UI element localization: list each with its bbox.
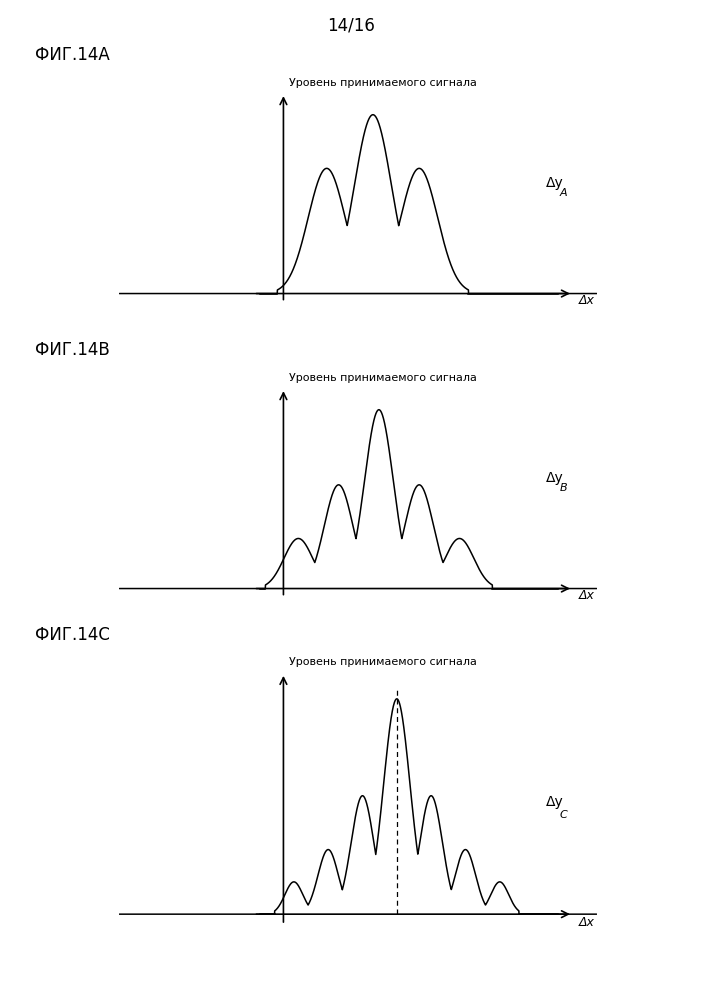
Text: Δy: Δy bbox=[546, 795, 564, 809]
Text: Δx: Δx bbox=[578, 589, 595, 602]
Text: ФИГ.14С: ФИГ.14С bbox=[35, 626, 110, 644]
Text: Δy: Δy bbox=[546, 176, 564, 190]
Text: 14/16: 14/16 bbox=[327, 17, 375, 35]
Text: Уровень принимаемого сигнала: Уровень принимаемого сигнала bbox=[289, 78, 477, 88]
Text: Уровень принимаемого сигнала: Уровень принимаемого сигнала bbox=[289, 373, 477, 383]
Text: C: C bbox=[559, 810, 567, 820]
Text: ФИГ.14В: ФИГ.14В bbox=[35, 341, 110, 359]
Text: Δy: Δy bbox=[546, 471, 564, 485]
Text: B: B bbox=[559, 483, 567, 493]
Text: Δx: Δx bbox=[578, 916, 595, 929]
Text: Δx: Δx bbox=[578, 294, 595, 307]
Text: A: A bbox=[559, 188, 567, 198]
Text: ФИГ.14А: ФИГ.14А bbox=[35, 46, 110, 64]
Text: Уровень принимаемого сигнала: Уровень принимаемого сигнала bbox=[289, 657, 477, 667]
